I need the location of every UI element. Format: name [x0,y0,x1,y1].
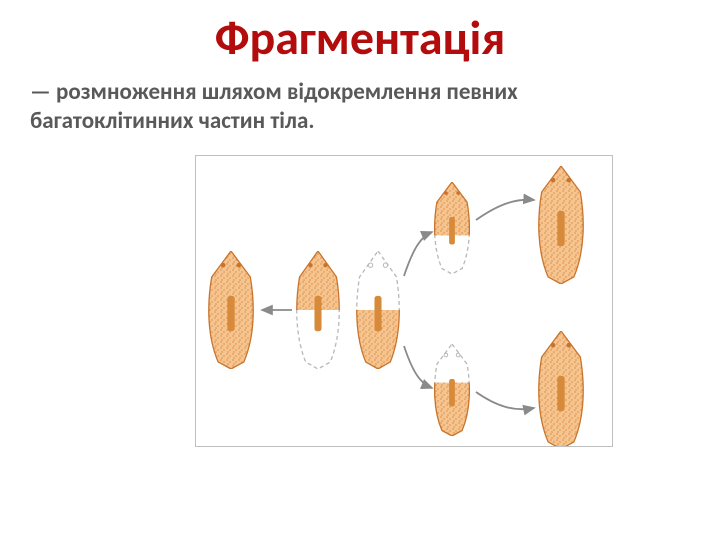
worms-group [209,166,583,446]
worm-lower-full [539,331,583,446]
worm-original-full [209,251,253,369]
arrow-a4 [476,392,534,409]
worm-split-head-ghostbody [297,251,340,369]
page-title: Фрагментація [0,8,720,67]
arrow-a2 [404,346,432,388]
arrow-a3 [476,200,534,220]
worm-split-body-ghosthead [357,251,400,369]
worm-upper-full [539,166,583,284]
worm-upper-small [435,182,470,274]
fragmentation-diagram [195,155,613,447]
arrow-a1 [404,232,432,276]
subtitle: — розмноження шляхом відокремлення певни… [30,78,660,136]
worm-lower-small [435,344,470,436]
diagram-svg [196,156,612,446]
